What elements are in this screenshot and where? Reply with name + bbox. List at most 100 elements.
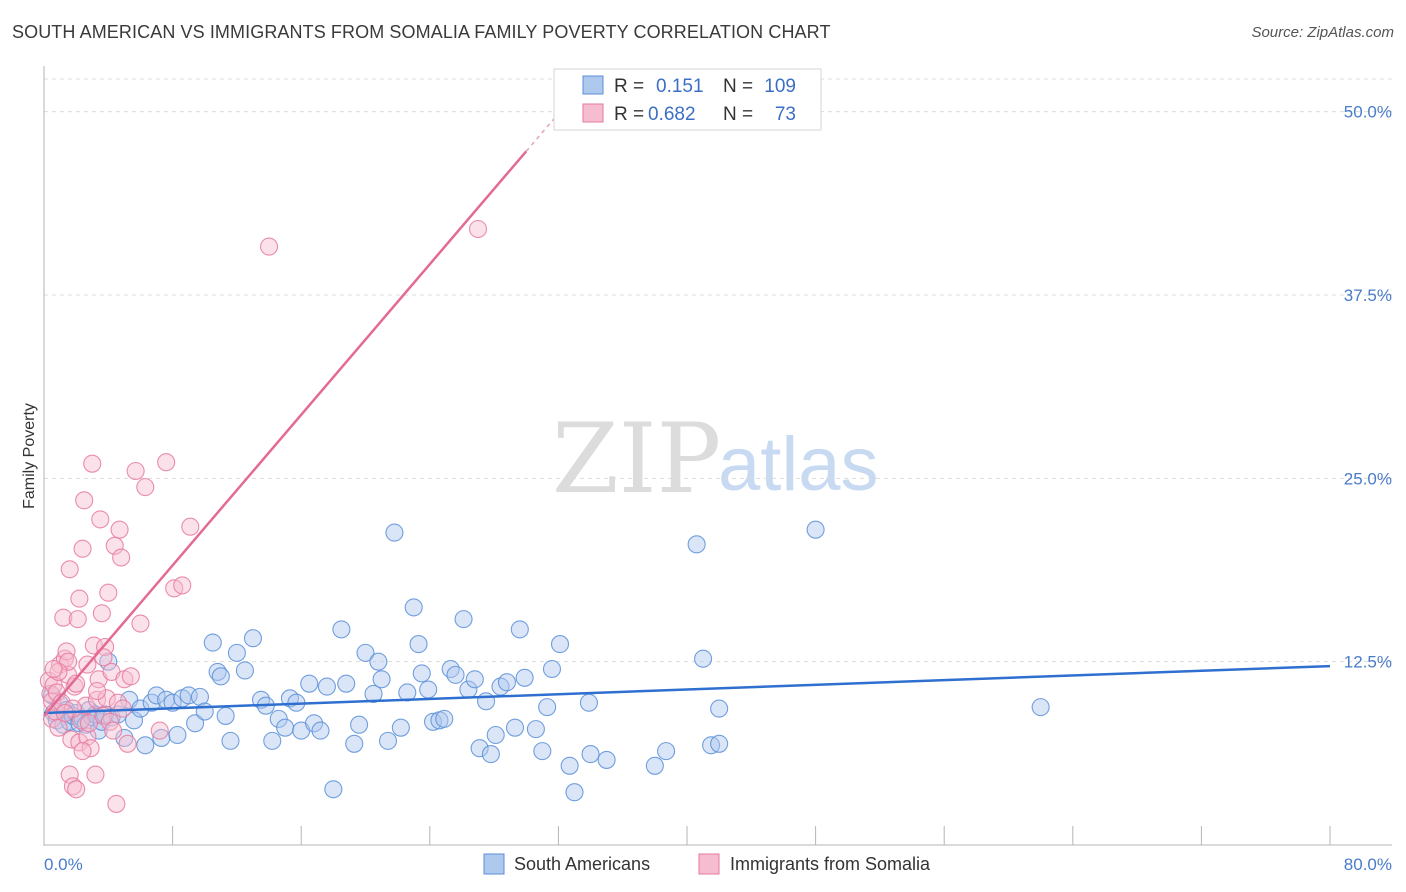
south-americans-point xyxy=(404,598,423,617)
y-axis-label: Family Poverty xyxy=(21,403,38,509)
series-somalia-points xyxy=(39,219,488,813)
series-legend: South Americans Immigrants from Somalia xyxy=(483,853,931,875)
somalia-point xyxy=(63,777,82,796)
somalia-point xyxy=(157,453,176,472)
somalia-point xyxy=(78,727,97,746)
stats-r-label-blue: R = xyxy=(614,76,644,97)
south-americans-point xyxy=(560,756,579,775)
somalia-point xyxy=(87,681,107,701)
stats-n-value-blue: 109 xyxy=(764,76,796,97)
y-tick-label: 37.5% xyxy=(1344,286,1392,305)
somalia-point xyxy=(67,674,86,693)
south-americans-point xyxy=(195,702,214,721)
south-americans-point xyxy=(227,643,246,662)
somalia-point xyxy=(150,721,169,740)
south-americans-point xyxy=(243,629,263,648)
south-americans-point xyxy=(481,745,500,764)
somalia-point xyxy=(136,478,155,497)
somalia-point xyxy=(73,742,92,761)
south-americans-point xyxy=(337,674,356,693)
south-americans-point xyxy=(694,649,713,668)
south-americans-point xyxy=(311,721,330,740)
south-americans-point xyxy=(124,711,144,730)
somalia-point xyxy=(92,604,111,623)
somalia-point xyxy=(118,734,137,753)
somalia-point xyxy=(110,520,129,539)
legend-swatch-somalia xyxy=(698,853,720,875)
somalia-point xyxy=(94,648,113,667)
south-americans-point xyxy=(356,643,375,662)
somalia-point xyxy=(126,461,145,481)
somalia-point xyxy=(112,548,131,567)
south-americans-point xyxy=(505,718,525,737)
legend-label-south-americans: South Americans xyxy=(514,854,650,874)
chart-title: SOUTH AMERICAN VS IMMIGRANTS FROM SOMALI… xyxy=(12,22,831,42)
south-americans-point xyxy=(581,745,600,764)
somalia-point xyxy=(468,219,488,239)
somalia-point xyxy=(65,677,84,696)
trend-lines xyxy=(43,113,1331,717)
south-americans-point xyxy=(441,659,460,679)
somalia-point xyxy=(49,662,68,681)
south-americans-point xyxy=(372,670,391,689)
south-americans-point xyxy=(378,731,398,750)
stats-r-label-pink: R = xyxy=(614,104,644,125)
south-americans-point xyxy=(579,693,598,712)
series-south-americans-points xyxy=(42,520,1050,802)
somalia-point xyxy=(259,237,279,256)
y-tick-label: 12.5% xyxy=(1344,653,1392,672)
somalia-point xyxy=(97,689,116,708)
south-americans-point xyxy=(276,718,295,737)
watermark-atlas: atlas xyxy=(718,422,879,507)
south-americans-point xyxy=(300,674,319,693)
somalia-point xyxy=(91,510,110,529)
south-americans-point xyxy=(538,698,557,717)
south-americans-point xyxy=(369,652,388,671)
somalia-point xyxy=(79,714,99,733)
south-americans-point xyxy=(385,523,404,542)
south-americans-point xyxy=(446,665,465,684)
stats-n-label-blue: N = xyxy=(723,76,753,97)
south-americans-point xyxy=(412,664,431,683)
south-americans-point xyxy=(597,750,616,769)
somalia-point xyxy=(107,794,126,813)
south-americans-point xyxy=(435,709,454,728)
south-americans-point xyxy=(533,742,552,761)
south-americans-point xyxy=(542,659,562,679)
legend-label-somalia: Immigrants from Somalia xyxy=(730,854,931,874)
somalia-point xyxy=(70,589,89,608)
south-americans-point xyxy=(211,667,230,686)
somalia-point xyxy=(173,576,192,595)
somalia-point xyxy=(86,765,105,784)
south-americans-point xyxy=(332,620,351,639)
watermark: ZIP atlas xyxy=(552,403,879,515)
south-americans-point xyxy=(515,668,534,687)
south-americans-point xyxy=(710,734,729,753)
south-americans-point xyxy=(477,692,496,711)
south-americans-point xyxy=(409,635,428,654)
trend-line-south-americans xyxy=(43,664,1331,715)
south-americans-point xyxy=(216,706,235,725)
south-americans-point xyxy=(510,620,529,639)
south-americans-point xyxy=(305,714,324,733)
stats-legend: R = 0.151 N = 109 R = 0.682 N = 73 xyxy=(553,68,822,131)
somalia-point xyxy=(54,608,73,627)
south-americans-point xyxy=(645,756,664,775)
stats-r-value-blue: 0.151 xyxy=(656,76,704,97)
x-tick-label-min: 0.0% xyxy=(44,855,83,874)
south-americans-point xyxy=(1031,698,1050,717)
stats-n-value-pink: 73 xyxy=(775,104,796,125)
gridlines xyxy=(44,78,1392,663)
south-americans-point xyxy=(235,661,254,680)
somalia-point xyxy=(75,491,94,510)
south-americans-point xyxy=(710,699,729,718)
somalia-point xyxy=(121,667,140,686)
south-americans-point xyxy=(470,739,489,758)
south-americans-point xyxy=(190,687,209,706)
south-americans-point xyxy=(324,780,343,799)
y-tick-label: 50.0% xyxy=(1344,103,1392,122)
y-tick-labels: 12.5% 25.0% 37.5% 50.0% xyxy=(1344,103,1392,672)
trend-line-somalia xyxy=(43,150,528,717)
south-americans-point xyxy=(345,734,364,753)
